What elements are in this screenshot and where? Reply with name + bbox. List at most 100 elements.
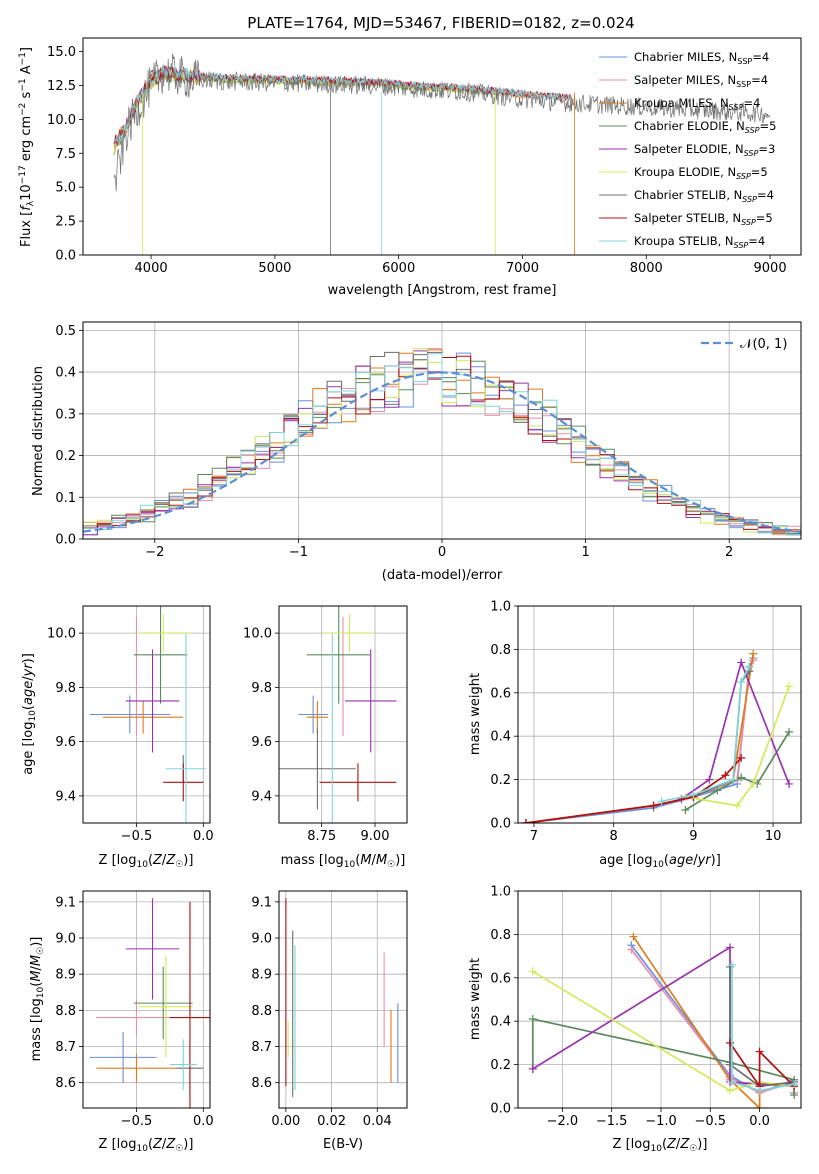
x-tick-label: −2.0 xyxy=(547,1114,579,1129)
legend-entry: Salpeter ELODIE, NSSP=3 xyxy=(634,142,775,158)
x-tick-label: 0.0 xyxy=(749,1114,770,1129)
mass-weight-marker xyxy=(629,932,638,941)
mass-weight-vs-age-axes: 7 8 9 10 0.0 0.2 0.4 0.6 0.8 1.0 age [log10(age/yr… xyxy=(468,600,802,870)
residual-histogram xyxy=(83,353,801,539)
y-tick-label: 1.0 xyxy=(490,885,511,900)
error-bar-point xyxy=(89,1032,157,1083)
y-tick-label: 9.6 xyxy=(55,735,76,750)
y-tick-label: 0.4 xyxy=(490,1015,511,1030)
mass-weight-marker xyxy=(749,779,758,788)
x-tick-label: 7 xyxy=(530,829,538,844)
spectrum-xlabel: wavelength [Angstrom, rest frame] xyxy=(328,283,557,298)
y-tick-label: 1.0 xyxy=(490,600,511,615)
y-tick-label: 0.1 xyxy=(55,491,76,506)
mass-vs-ebv-frame xyxy=(278,890,408,1109)
mass-weight-marker xyxy=(733,801,742,810)
spectrum-series-line xyxy=(113,53,771,192)
mass-vs-z-plot-area xyxy=(89,898,210,1108)
x-tick-label: 9.00 xyxy=(361,829,390,844)
mass-weight-vs-z-ylabel: mass weight xyxy=(468,958,483,1040)
x-tick-label: −2 xyxy=(145,545,164,560)
mass-weight-marker xyxy=(689,790,698,799)
error-bar-point xyxy=(139,956,193,1058)
y-tick-label: 0.4 xyxy=(490,730,511,745)
mass-weight-marker xyxy=(726,1086,735,1095)
y-tick-label: 0.4 xyxy=(55,366,76,381)
error-bar-point xyxy=(103,700,184,734)
error-bar-point xyxy=(323,614,375,653)
mass-vs-ebv-plot-area xyxy=(285,898,399,1098)
x-tick-label: 8.75 xyxy=(307,829,336,844)
mass-weight-series-line xyxy=(630,944,795,1094)
y-tick-label: 0.2 xyxy=(55,449,76,464)
age-vs-z-frame xyxy=(82,605,211,824)
y-tick-label: 9.4 xyxy=(251,789,272,804)
mass-weight-marker xyxy=(727,1077,736,1086)
mass-weight-vs-z-plot-area xyxy=(528,932,799,1108)
mass-weight-marker xyxy=(681,805,690,814)
y-tick-label: 8.6 xyxy=(55,1076,76,1091)
y-tick-label: 0.2 xyxy=(490,773,511,788)
mass-weight-marker xyxy=(627,945,636,954)
error-bar-point xyxy=(89,695,170,734)
error-bar-point xyxy=(136,614,190,653)
error-bar-point xyxy=(345,649,397,753)
x-tick-label: 5000 xyxy=(258,261,291,276)
mass-vs-z-ylabel: mass [log10(M/M☉)] xyxy=(29,937,46,1062)
y-tick-label: 12.5 xyxy=(47,79,76,94)
mass-weight-vs-age-xlabel: age [log10(age/yr)] xyxy=(599,853,721,870)
age-vs-mass-frame xyxy=(278,605,408,824)
mass-weight-marker xyxy=(737,753,746,762)
mass-weight-marker xyxy=(737,658,746,667)
mass-weight-series-line xyxy=(532,945,795,1085)
x-tick-label: 9 xyxy=(689,829,697,844)
spectrum-ylabel: Flux [fλ10−17 erg cm−2 s−1 A−1] xyxy=(18,47,36,247)
legend-entry: 𝒩(0, 1) xyxy=(740,337,787,352)
mass-weight-marker xyxy=(528,967,537,976)
mass-weight-marker xyxy=(721,771,730,780)
y-tick-label: 9.6 xyxy=(251,735,272,750)
error-bar-point xyxy=(125,898,180,1000)
x-tick-label: 0 xyxy=(438,545,446,560)
mass-weight-marker xyxy=(755,1104,764,1108)
x-tick-label: 0.0 xyxy=(193,1114,214,1129)
legend-entry: Kroupa MILES, NSSP=4 xyxy=(634,96,760,112)
mass-weight-marker xyxy=(657,797,666,806)
y-tick-label: 8.9 xyxy=(251,968,272,983)
y-tick-label: 0.0 xyxy=(55,249,76,264)
error-bar-point xyxy=(165,633,206,823)
x-tick-label: 7000 xyxy=(506,261,539,276)
age-vs-z-ylabel: age [log10(age/yr)] xyxy=(21,653,38,775)
x-tick-label: −1.5 xyxy=(596,1114,628,1129)
x-tick-label: 10 xyxy=(765,829,782,844)
mass-weight-series-line xyxy=(525,653,755,823)
x-tick-label: 0.02 xyxy=(317,1114,346,1129)
y-tick-label: 5.0 xyxy=(55,181,76,196)
y-tick-label: 8.8 xyxy=(251,1004,272,1019)
mass-weight-marker xyxy=(790,1090,799,1099)
legend-entry: Salpeter MILES, NSSP=4 xyxy=(634,73,768,89)
mass-weight-marker xyxy=(737,773,746,782)
y-tick-label: 9.4 xyxy=(55,789,76,804)
age-vs-z-xlabel: Z [log10(Z/Z☉)] xyxy=(99,853,194,870)
spectrum-title: PLATE=1764, MJD=53467, FIBERID=0182, z=0… xyxy=(247,14,634,32)
mass-vs-z-xlabel: Z [log10(Z/Z☉)] xyxy=(99,1137,194,1154)
y-tick-label: 0.0 xyxy=(55,533,76,548)
mass-vs-z-frame xyxy=(82,890,211,1109)
error-bar-point xyxy=(169,901,210,1108)
legend-entry: Chabrier MILES, NSSP=4 xyxy=(634,50,769,66)
mass-weight-marker xyxy=(737,677,746,686)
mass-weight-marker xyxy=(745,662,754,671)
x-tick-label: 4000 xyxy=(135,261,168,276)
error-bar-point xyxy=(163,763,204,802)
mass-weight-marker xyxy=(749,649,758,658)
y-tick-label: 9.1 xyxy=(251,895,272,910)
x-tick-label: −1 xyxy=(289,545,308,560)
y-tick-label: 0.2 xyxy=(490,1058,511,1073)
mass-weight-series-line xyxy=(685,686,790,807)
x-tick-label: −0.5 xyxy=(121,829,153,844)
mass-weight-series-line xyxy=(729,967,795,1088)
mass-vs-z-axes: −0.5 0.0 8.6 8.7 8.8 8.9 9.0 9.1 Z [log10(Z/Z☉)]… xyxy=(29,890,214,1154)
mass-weight-series-line xyxy=(680,659,790,800)
mass-weight-series-line xyxy=(632,936,795,1108)
